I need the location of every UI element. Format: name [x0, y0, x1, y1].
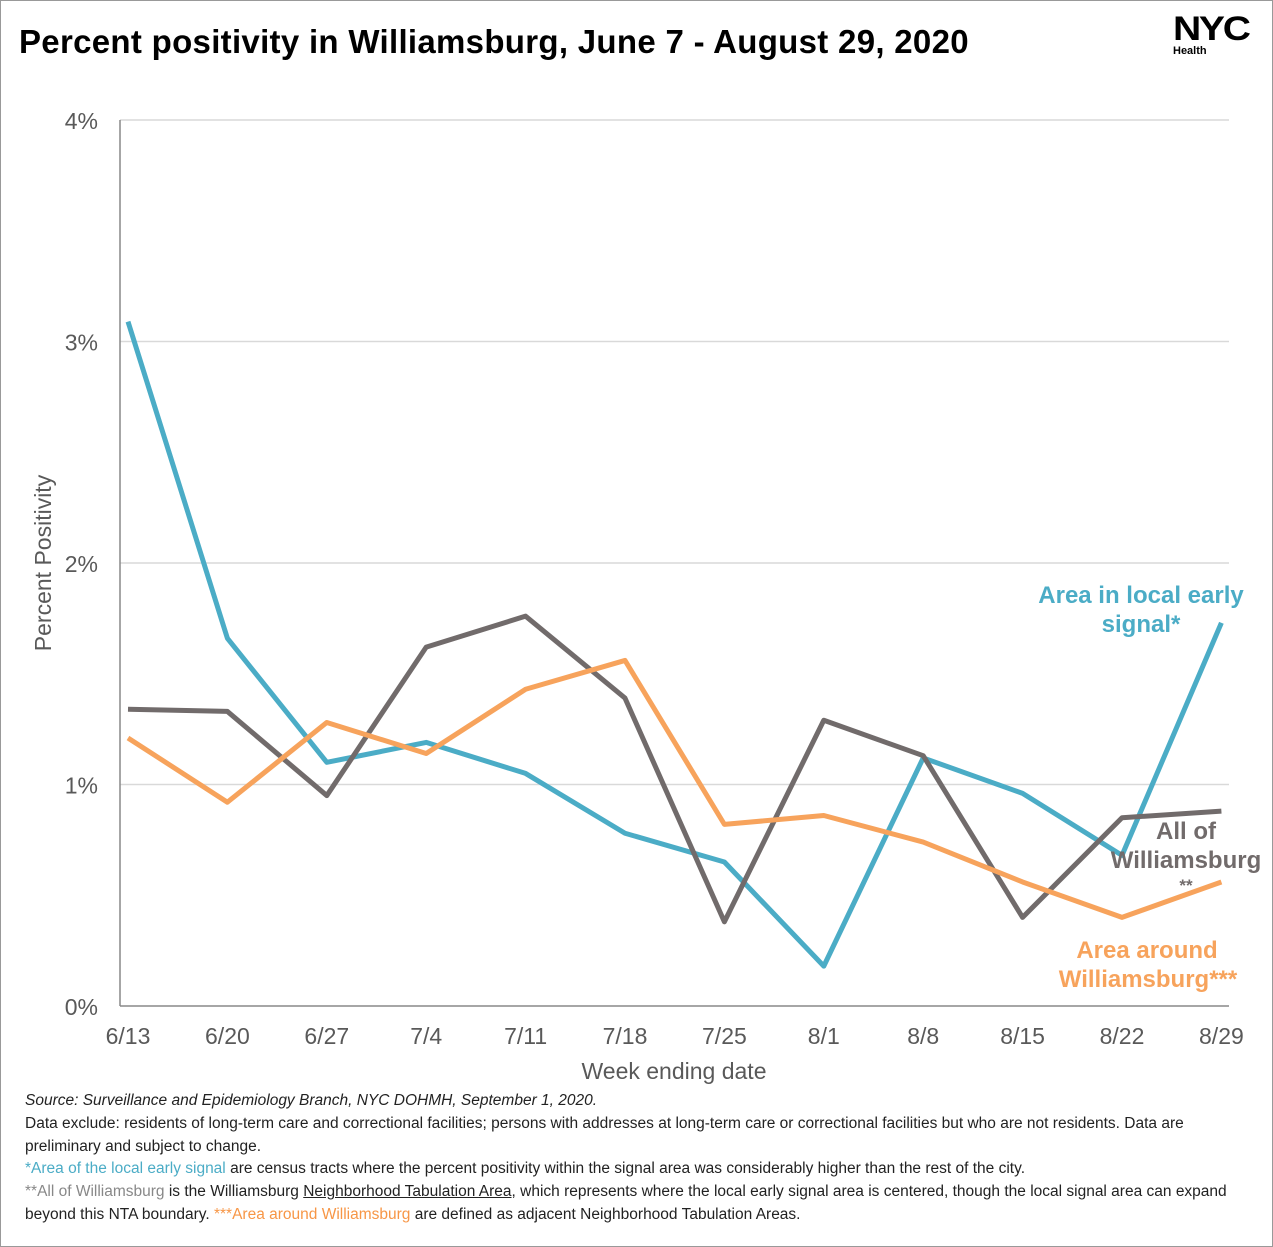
- y-tick-label: 1%: [65, 773, 98, 799]
- note-2-text-2: , which represents where the local early…: [25, 1183, 1227, 1223]
- y-tick-label: 4%: [65, 108, 98, 134]
- y-axis-label: Percent Positivity: [30, 474, 56, 651]
- note-2: **All of Williamsburg is the Williamsbur…: [25, 1181, 1245, 1227]
- x-axis-label: Week ending date: [582, 1058, 767, 1084]
- x-tick-label: 8/1: [808, 1023, 840, 1049]
- note-3-text: are defined as adjacent Neighborhood Tab…: [410, 1205, 801, 1223]
- series-label: Area around: [1076, 937, 1217, 964]
- series-label: Area in local early: [1038, 582, 1244, 609]
- note-2-text: is the Williamsburg: [164, 1183, 304, 1201]
- x-tick-label: 8/8: [907, 1023, 939, 1049]
- x-tick-label: 7/11: [504, 1023, 547, 1049]
- source-note: Source: Surveillance and Epidemiology Br…: [25, 1092, 598, 1109]
- series-label: Williamsburg***: [1059, 966, 1238, 993]
- chart-title: Percent positivity in Williamsburg, June…: [19, 23, 969, 60]
- note-2-term: **All of Williamsburg: [25, 1183, 165, 1201]
- note-3-term: ***Area around Williamsburg: [213, 1205, 411, 1223]
- series-label: Williamsburg: [1111, 847, 1261, 874]
- x-tick-label: 7/4: [410, 1023, 442, 1049]
- series-line-0: [125, 320, 1224, 969]
- series-label: All of: [1156, 818, 1217, 845]
- series-label: signal*: [1102, 611, 1181, 638]
- x-tick-label: 8/29: [1199, 1023, 1244, 1049]
- logo-sub: Health: [1173, 45, 1207, 57]
- line-chart: 0% 1% 2% 3% 4% 6/13 6/20 6/27 7/4 7/11 7/18 7/25 8/1…: [30, 108, 1261, 1084]
- nyc-health-logo: NYC Health: [1173, 12, 1265, 57]
- x-tick-label: 8/15: [1000, 1023, 1045, 1049]
- series-line-1: [127, 613, 1222, 925]
- note-1-term: *Area of the local early signal: [25, 1160, 226, 1178]
- x-tick-label: 8/22: [1100, 1023, 1145, 1049]
- logo-main: NYC: [1173, 10, 1251, 48]
- x-tick-label: 6/13: [106, 1023, 151, 1049]
- nta-term: Neighborhood Tabulation Area: [303, 1183, 512, 1201]
- note-1: *Area of the local early signal are cens…: [25, 1158, 1245, 1181]
- x-tick-label: 6/20: [205, 1023, 250, 1049]
- series-label: **: [1179, 876, 1193, 895]
- y-tick-label: 3%: [65, 330, 98, 356]
- x-tick-label: 7/25: [702, 1023, 747, 1049]
- x-tick-label: 7/18: [603, 1023, 648, 1049]
- y-tick-label: 0%: [65, 994, 98, 1020]
- x-tick-label: 6/27: [304, 1023, 349, 1049]
- exclude-note: Data exclude: residents of long-term car…: [25, 1114, 1184, 1155]
- y-tick-label: 2%: [65, 551, 98, 577]
- series-line-2: [126, 657, 1223, 920]
- note-1-text: are census tracts where the percent posi…: [225, 1160, 1025, 1178]
- footnotes: Source: Surveillance and Epidemiology Br…: [25, 1090, 1245, 1227]
